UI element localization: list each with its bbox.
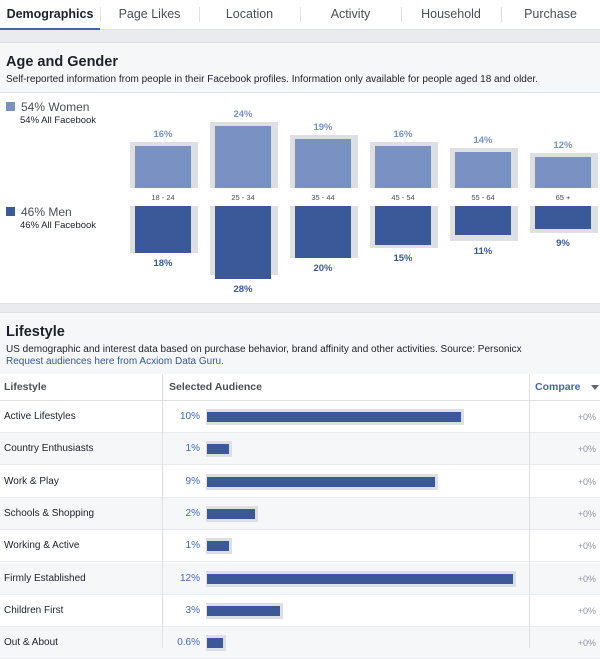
tab-purchase[interactable]: Purchase	[524, 7, 577, 21]
lifestyle-pct: 2%	[185, 507, 200, 519]
lifestyle-pct: 9%	[185, 475, 200, 487]
lifestyle-compare: +0%	[577, 573, 596, 584]
tab-location[interactable]: Location	[225, 7, 274, 21]
header-selected-audience: Selected Audience	[169, 381, 262, 393]
tab-divider	[199, 7, 200, 22]
lifestyle-pct: 1%	[185, 443, 200, 455]
lifestyle-compare: +0%	[577, 476, 596, 487]
lifestyle-compare: +0%	[577, 605, 596, 616]
lifestyle-audience-bar	[207, 541, 229, 552]
compare-label: Compare	[535, 381, 581, 393]
legend-women-all-facebook: 54% All Facebook	[20, 115, 97, 126]
lifestyle-audience-bar	[207, 412, 461, 422]
age-gender-card: Age and Gender Self-reported information…	[0, 42, 600, 304]
lifestyle-audience-bar	[207, 638, 223, 649]
lifestyle-name: Working & Active	[4, 540, 80, 552]
tab-divider	[100, 7, 101, 22]
lifestyle-pct: 10%	[179, 411, 200, 422]
lifestyle-table-header: Lifestyle Selected Audience Compare	[0, 374, 600, 401]
legend-swatch-men	[6, 207, 15, 216]
lifestyle-title: Lifestyle	[6, 324, 65, 340]
lifestyle-name: Out & About	[4, 637, 58, 649]
lifestyle-header: Lifestyle US demographic and interest da…	[0, 313, 600, 375]
lifestyle-name: Children First	[4, 604, 64, 616]
lifestyle-pct: 1%	[185, 540, 200, 552]
table-row[interactable]: Firmly Established 12% +0%	[0, 562, 600, 595]
legend-women: 54% Women 54% All Facebook	[6, 100, 126, 130]
tab-household[interactable]: Household	[421, 7, 481, 21]
lifestyle-description: US demographic and interest data based o…	[6, 344, 522, 355]
lifestyle-pct: 12%	[179, 572, 200, 584]
tab-demographics[interactable]: Demographics	[0, 0, 100, 30]
tab-divider	[300, 7, 301, 22]
lifestyle-pct: 3%	[185, 604, 200, 616]
table-row[interactable]: Working & Active 1% +0%	[0, 530, 600, 563]
legend-men-all-facebook: 46% All Facebook	[20, 220, 97, 231]
lifestyle-name: Country Enthusiasts	[4, 443, 94, 455]
lifestyle-name: Firmly Established	[4, 572, 86, 584]
lifestyle-compare: +0%	[577, 508, 596, 519]
legend-men: 46% Men 46% All Facebook	[6, 205, 126, 235]
table-row[interactable]: Out & About 0.6% +0%	[0, 627, 600, 659]
lifestyle-pct: 0.6%	[177, 637, 200, 649]
column-divider	[529, 374, 530, 648]
lifestyle-name: Schools & Shopping	[4, 507, 95, 519]
tab-bar: Demographics Page Likes Location Activit…	[0, 0, 600, 30]
compare-dropdown[interactable]: Compare	[535, 374, 600, 401]
lifestyle-compare: +0%	[577, 541, 596, 552]
legend-men-pct: 46% Men	[21, 205, 72, 219]
lifestyle-compare: +0%	[577, 444, 596, 455]
tab-divider	[501, 7, 502, 22]
age-gender-header: Age and Gender Self-reported information…	[0, 43, 600, 93]
column-divider	[162, 374, 163, 648]
acxiom-link[interactable]: Request audiences here from Acxiom Data …	[6, 356, 224, 367]
legend-women-pct: 54% Women	[21, 100, 90, 114]
age-gender-description: Self-reported information from people in…	[6, 74, 538, 85]
legend-swatch-women	[6, 102, 15, 111]
tab-divider	[401, 7, 402, 22]
lifestyle-compare: +0%	[577, 638, 596, 649]
table-row[interactable]: Work & Play 9% +0%	[0, 466, 600, 498]
lifestyle-compare: +0%	[577, 412, 596, 422]
lifestyle-audience-bar	[207, 444, 229, 455]
table-row[interactable]: Country Enthusiasts 1% +0%	[0, 433, 600, 466]
lifestyle-audience-bar	[207, 573, 513, 584]
header-lifestyle: Lifestyle	[4, 381, 47, 393]
lifestyle-audience-bar	[207, 605, 281, 616]
table-row[interactable]: Schools & Shopping 2% +0%	[0, 497, 600, 530]
table-row[interactable]: Children First 3% +0%	[0, 595, 600, 627]
table-row[interactable]: Active Lifestyles 10% +0%	[0, 401, 600, 433]
lifestyle-name: Active Lifestyles	[4, 411, 76, 422]
lifestyle-audience-bar	[207, 476, 436, 487]
chevron-down-icon	[591, 384, 600, 390]
tab-page-likes[interactable]: Page Likes	[118, 7, 181, 21]
lifestyle-audience-bar	[207, 508, 255, 519]
lifestyle-name: Work & Play	[4, 475, 59, 487]
tab-activity[interactable]: Activity	[330, 7, 371, 21]
age-gender-title: Age and Gender	[6, 54, 118, 70]
